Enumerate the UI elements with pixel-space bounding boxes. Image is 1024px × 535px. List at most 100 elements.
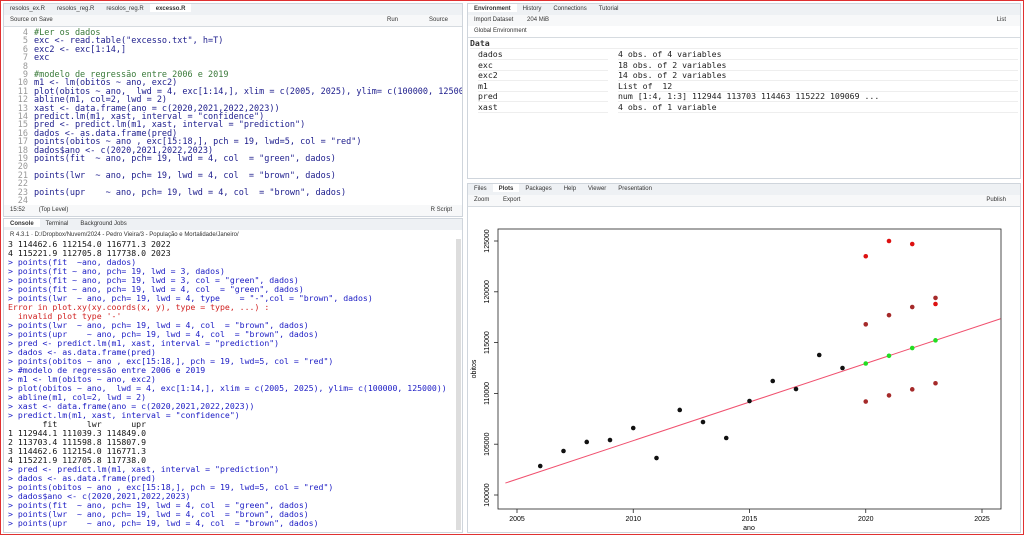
tab[interactable]: Tutorial (598, 6, 619, 12)
console-line: > points(obitos ~ ano , exc[15:18,], pch… (8, 482, 334, 492)
point (886, 238, 892, 244)
code-line: points(obitos ~ ano , exc[15:18,], pch =… (34, 137, 362, 148)
file-type[interactable]: R Script (430, 207, 452, 213)
code-line: abline(m1, col=2, lwd = 2) (34, 95, 168, 106)
env-name[interactable]: xast (478, 102, 608, 113)
tab[interactable]: Help (563, 186, 577, 192)
console-line: > plot(obitos ~ ano, lwd = 4, exc[1:14,]… (8, 383, 447, 393)
line-number: 23 (17, 187, 28, 198)
console-line: 4 115221.9 112705.8 117738.0 (8, 455, 147, 465)
env-value: List of 12 (618, 81, 1018, 92)
y-tick-label: 115000 (484, 331, 491, 354)
tab[interactable]: Environment (468, 4, 517, 12)
scope: (Top Level) (38, 207, 69, 213)
console-line: > points(fit ~ano, dados) (8, 257, 137, 267)
tab[interactable]: Connections (553, 6, 587, 12)
code-line: dados$ano <- c(2020,2021,2022,2023) (34, 145, 214, 156)
point (537, 463, 543, 469)
x-tick-label: 2025 (974, 516, 990, 523)
export[interactable]: Export (503, 197, 521, 203)
tab[interactable]: Files (474, 186, 487, 192)
view-mode[interactable]: List (996, 17, 1006, 23)
memory[interactable]: 204 MiB (527, 17, 550, 23)
y-tick-label: 110000 (484, 382, 491, 405)
tab[interactable]: Terminal (45, 221, 69, 227)
console-line: > dados <- as.data.frame(pred) (8, 347, 156, 357)
code-line: points(lwr ~ ano, pch= 19, lwd = 4, col … (34, 170, 336, 181)
scope-select[interactable]: Global Environment (474, 28, 527, 34)
x-tick-label: 2020 (858, 516, 874, 523)
plots-toolbar: Zoom Export Publish (468, 195, 1020, 207)
console-line: > points(upr ~ ano, pch= 19, lwd = 4, co… (8, 329, 319, 339)
console-line: > points(upr ~ ano, pch= 19, lwd = 4, co… (8, 518, 319, 528)
env-name[interactable]: exc2 (478, 70, 608, 81)
run-button[interactable]: Run (386, 17, 398, 23)
point (933, 380, 938, 386)
code-line: plot(obitos ~ ano, lwd = 4, exc[1:14,], … (34, 86, 463, 97)
code-area: 4 #Ler os dados 5 exc <- read.table("excess… (4, 26, 462, 206)
point (909, 345, 915, 351)
console-pane: Console Terminal Background Jobs R 4.3.1 ·… (3, 218, 463, 533)
line-number: 4 (22, 28, 28, 38)
console-line: > pred <- predict.lm(m1, xast, interval … (8, 464, 280, 474)
env-name[interactable]: m1 (478, 81, 608, 92)
env-name[interactable]: dados (478, 49, 608, 60)
code-line: exc2 <- exc[1:14,] (34, 44, 127, 55)
plot: 2005 2010 2015 2020 2025 100000 105000 110000 11… (471, 228, 1002, 531)
env-name[interactable]: exc (478, 60, 608, 71)
code-line: predict.lm(m1, xast, interval = "confide… (34, 112, 265, 122)
console-line: 1 112944.1 111039.3 114849.0 (8, 428, 147, 438)
point (933, 295, 938, 301)
code-line: points(upr ~ ano, pch= 19, lwd = 4, col … (34, 187, 347, 198)
point (654, 455, 659, 461)
line-number: 10 (17, 78, 28, 89)
tab[interactable]: Plots (492, 184, 520, 192)
point (700, 419, 706, 425)
line-number: 9 (22, 70, 28, 80)
zoom[interactable]: Zoom (474, 197, 490, 203)
point (863, 361, 869, 366)
plots-tabs: Files Plots Packages Help Viewer Presentation (468, 184, 1020, 196)
publish[interactable]: Publish (986, 197, 1006, 203)
tab[interactable]: Console (4, 219, 40, 227)
point (793, 386, 799, 392)
source-on-save[interactable]: Source on Save (10, 17, 53, 23)
point (909, 304, 915, 310)
tab[interactable]: resolos_reg.R (57, 6, 95, 12)
x-tick-label: 2005 (509, 516, 525, 523)
tab[interactable]: History (522, 6, 542, 12)
scrollbar[interactable] (456, 239, 461, 530)
tab[interactable]: Viewer (588, 186, 607, 192)
console-line: 4 115221.9 112705.8 117738.0 2023 (8, 248, 171, 258)
line-number: 14 (17, 112, 28, 122)
console-line: > points(fit ~ ano, pch= 19, lwd = 3, da… (8, 266, 225, 276)
plot-box (497, 228, 1002, 510)
source-button[interactable]: Source (428, 17, 448, 23)
code-line: #Ler os dados (34, 28, 101, 38)
tab[interactable]: Background Jobs (80, 221, 127, 227)
import-dataset[interactable]: Import Dataset (474, 17, 514, 23)
console-path: R 4.3.1 · D:/Dropbox/Nuvem/2024 - Pedro … (4, 230, 462, 241)
console-line: > points(lwr ~ ano, pch= 19, lwd = 4, ty… (8, 293, 373, 303)
plots-pane: Files Plots Packages Help Viewer Presentation… (467, 183, 1021, 533)
y-tick-label: 120000 (484, 280, 491, 303)
console-line: > dados <- as.data.frame(pred) (8, 473, 156, 483)
tab[interactable]: resolos_reg.R (106, 6, 144, 12)
line-number: 12 (17, 95, 28, 106)
console-line: > m1 <- lm(obitos ~ ano, exc2) (8, 374, 156, 384)
point (909, 387, 915, 392)
tab[interactable]: resolos_ex.R (10, 6, 46, 12)
console-output: 3 114462.6 112154.0 116771.3 2022 4 11522… (4, 239, 454, 532)
console-line: > points(lwr ~ ano, pch= 19, lwd = 4, co… (8, 509, 309, 519)
console-line: > abline(m1, col=2, lwd = 2) (8, 392, 147, 402)
tab[interactable]: excesso.R (149, 4, 192, 12)
editor-toolbar: Source on Save Run Source (4, 15, 462, 27)
point (747, 398, 752, 404)
env-name[interactable]: pred (478, 91, 608, 102)
tab[interactable]: Presentation (618, 186, 652, 192)
line-number: 8 (22, 61, 28, 72)
tab[interactable]: Packages (525, 186, 552, 192)
point (561, 448, 566, 454)
y-axis-label: obitos (471, 359, 478, 378)
line-number: 11 (17, 86, 28, 97)
